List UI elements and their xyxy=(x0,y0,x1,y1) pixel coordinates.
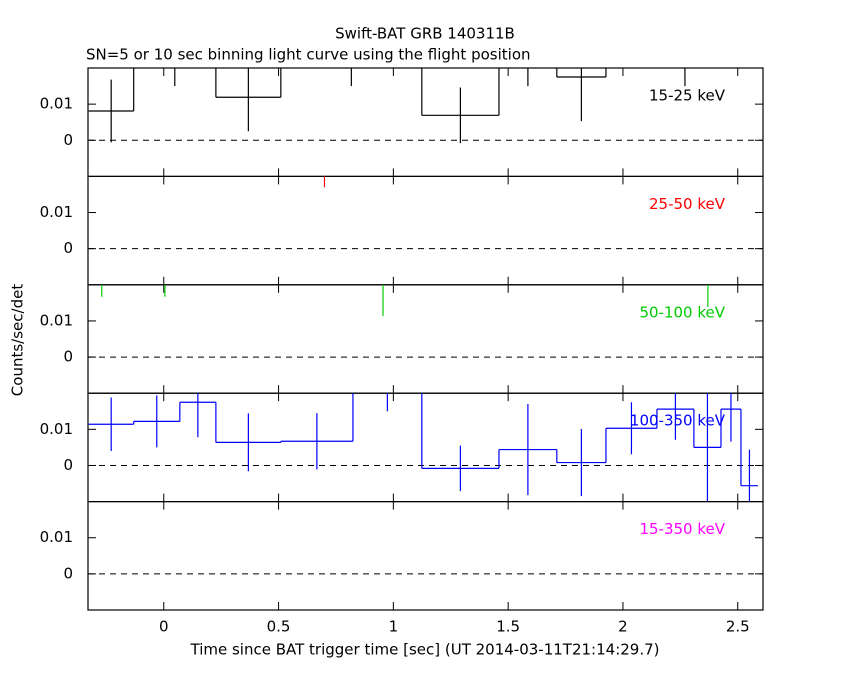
panel-data xyxy=(88,393,758,502)
panel-data xyxy=(101,284,709,316)
chart-subtitle: SN=5 or 10 sec binning light curve using… xyxy=(86,46,531,64)
y-tick-label: 0.01 xyxy=(40,420,73,438)
y-axis-label: Counts/sec/det xyxy=(9,284,27,397)
panel-frame xyxy=(87,501,764,611)
x-axis-label: Time since BAT trigger time [sec] (UT 20… xyxy=(190,641,660,659)
x-tick-label: 1 xyxy=(389,618,399,636)
y-tick-label: 0 xyxy=(63,239,73,257)
y-tick-label: 0.01 xyxy=(40,203,73,221)
panel-frame xyxy=(87,175,764,286)
x-tick-label: 0.5 xyxy=(267,618,291,636)
y-tick-label: 0 xyxy=(63,131,73,149)
y-tick-label: 0 xyxy=(63,348,73,366)
x-tick-label: 2.5 xyxy=(726,618,750,636)
y-tick-label: 0 xyxy=(63,456,73,474)
panel-label: 100-350 keV xyxy=(630,412,726,430)
panel-label: 15-25 keV xyxy=(649,87,726,105)
y-tick-label: 0 xyxy=(63,564,73,582)
x-tick-label: 1.5 xyxy=(496,618,520,636)
y-tick-label: 0.01 xyxy=(40,528,73,546)
panel-frame xyxy=(87,284,764,394)
panel-data xyxy=(88,68,686,144)
y-tick-label: 0.01 xyxy=(40,311,73,329)
panel-label: 15-350 keV xyxy=(639,520,725,538)
y-tick-label: 0.01 xyxy=(40,95,73,113)
panel-label: 50-100 keV xyxy=(639,303,725,321)
panel-frame xyxy=(87,67,764,178)
chart-title: Swift-BAT GRB 140311B xyxy=(335,25,515,43)
panel-label: 25-50 keV xyxy=(649,195,726,213)
x-tick-label: 0 xyxy=(159,618,169,636)
x-tick-label: 2 xyxy=(618,618,628,636)
